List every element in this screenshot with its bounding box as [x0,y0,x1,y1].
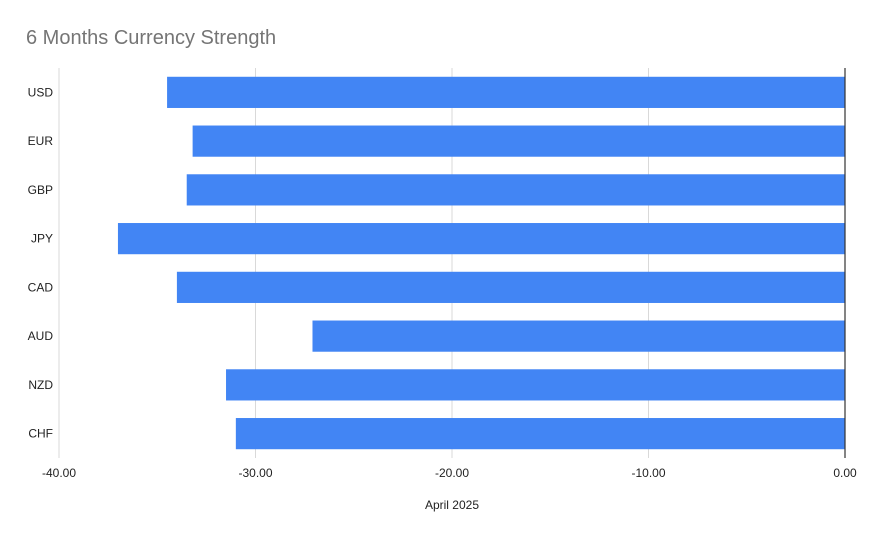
bar-aud [312,320,845,352]
bar-usd [167,76,845,108]
bar-nzd [226,369,845,401]
category-label-gbp: GBP [28,183,53,197]
bars [117,76,846,450]
bar-chf [235,418,846,450]
category-label-eur: EUR [28,134,54,148]
chart-title: 6 Months Currency Strength [26,27,277,49]
bar-eur [192,125,845,157]
category-label-usd: USD [28,85,54,99]
bar-gbp [186,174,846,206]
x-axis-title: April 2025 [425,498,479,512]
category-label-jpy: JPY [31,232,53,246]
category-label-cad: CAD [28,280,54,294]
bar-jpy [117,223,845,255]
x-tick-label: 0.00 [833,466,857,480]
x-tick-label: -30.00 [238,466,272,480]
x-tick-label: -10.00 [631,466,665,480]
x-tick-label: -40.00 [42,466,76,480]
category-label-nzd: NZD [28,378,53,392]
category-label-aud: AUD [28,329,54,343]
category-label-chf: CHF [28,427,53,441]
axes: -40.00 -30.00 -20.00 -10.00 0.00 USD EUR GBP JPY… [28,68,857,480]
bar-cad [176,271,845,303]
x-tick-label: -20.00 [435,466,469,480]
